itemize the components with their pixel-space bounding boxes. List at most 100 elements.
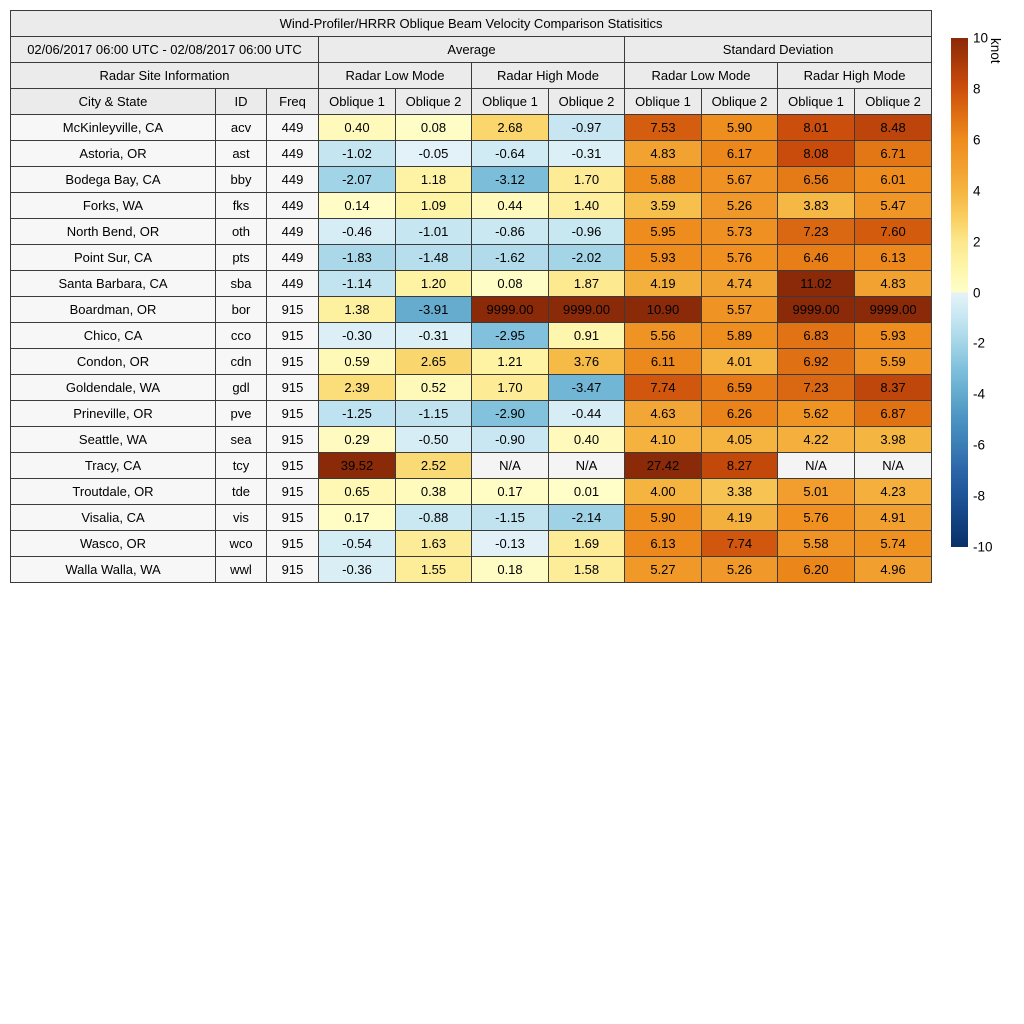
- value-cell: 8.37: [853, 374, 933, 401]
- value-cell: -2.02: [548, 244, 625, 271]
- table-row: Wasco, OR wco 915 -0.54 1.63 -0.13 1.69 6.13 7.7…: [10, 530, 933, 557]
- value-cell: 5.62: [777, 400, 855, 427]
- value-cell: 4.00: [624, 478, 702, 505]
- value-cell: 9999.00: [471, 296, 549, 323]
- value-cell: 6.26: [701, 400, 778, 427]
- colorbar-tick-label: -8: [973, 488, 986, 504]
- value-cell: -1.15: [471, 504, 549, 531]
- value-cell: 5.93: [624, 244, 702, 271]
- table-row: Prineville, OR pve 915 -1.25 -1.15 -2.90 -0.44…: [10, 400, 933, 427]
- mode-header-avg-high: Radar High Mode: [471, 62, 625, 89]
- freq-cell: 915: [266, 504, 319, 531]
- value-cell: 1.70: [471, 374, 549, 401]
- table-row: Troutdale, OR tde 915 0.65 0.38 0.17 0.01 4.00 3…: [10, 478, 933, 505]
- value-cell: 1.18: [395, 166, 472, 193]
- value-cell: 5.93: [853, 322, 933, 349]
- id-cell: bor: [215, 296, 267, 323]
- id-cell: tcy: [215, 452, 267, 479]
- value-cell: 5.73: [701, 218, 778, 245]
- freq-cell: 449: [266, 140, 319, 167]
- colorbar-gradient: [951, 38, 968, 547]
- mode-header-std-high: Radar High Mode: [776, 62, 933, 89]
- table-row: Chico, CA cco 915 -0.30 -0.31 -2.95 0.91 5.56 5.…: [10, 322, 933, 349]
- freq-cell: 915: [266, 348, 319, 375]
- value-cell: 0.17: [471, 478, 549, 505]
- value-cell: 5.95: [624, 218, 702, 245]
- value-cell: N/A: [471, 452, 549, 479]
- value-cell: -1.83: [318, 244, 396, 271]
- city-cell: McKinleyville, CA: [10, 114, 216, 141]
- value-cell: -1.48: [395, 244, 472, 271]
- value-cell: 8.01: [777, 114, 855, 141]
- value-cell: 3.76: [548, 348, 625, 375]
- value-cell: 2.68: [471, 114, 549, 141]
- value-cell: -1.62: [471, 244, 549, 271]
- value-cell: 7.53: [624, 114, 702, 141]
- mode-header-std-low: Radar Low Mode: [624, 62, 778, 89]
- value-cell: 4.01: [701, 348, 778, 375]
- value-cell: 8.08: [777, 140, 855, 167]
- freq-cell: 915: [266, 374, 319, 401]
- colorbar-axis-label: knot: [988, 38, 1003, 64]
- value-cell: 8.48: [853, 114, 933, 141]
- value-cell: 5.74: [853, 530, 933, 557]
- value-cell: 11.02: [777, 270, 855, 297]
- value-cell: 6.56: [777, 166, 855, 193]
- table-row: Visalia, CA vis 915 0.17 -0.88 -1.15 -2.14 5.90…: [10, 504, 933, 531]
- table-header: Wind-Profiler/HRRR Oblique Beam Velocity…: [9, 10, 933, 115]
- value-cell: 4.74: [701, 270, 778, 297]
- table-row: Tracy, CA tcy 915 39.52 2.52 N/A N/A 27.42 8.27 N…: [10, 452, 933, 479]
- value-cell: 5.89: [701, 322, 778, 349]
- mode-header-row: Radar Site Information Radar Low Mode Ra…: [10, 62, 933, 89]
- value-cell: 5.27: [624, 556, 702, 583]
- value-cell: 7.23: [777, 374, 855, 401]
- city-cell: Chico, CA: [10, 322, 216, 349]
- table-row: Point Sur, CA pts 449 -1.83 -1.48 -1.62 -2.02 5…: [10, 244, 933, 271]
- freq-cell: 915: [266, 296, 319, 323]
- freq-cell: 449: [266, 218, 319, 245]
- value-cell: -2.07: [318, 166, 396, 193]
- value-cell: 0.52: [395, 374, 472, 401]
- freq-cell: 449: [266, 270, 319, 297]
- value-cell: 3.83: [777, 192, 855, 219]
- value-cell: 1.69: [548, 530, 625, 557]
- freq-cell: 449: [266, 166, 319, 193]
- value-cell: 5.88: [624, 166, 702, 193]
- value-cell: 4.19: [701, 504, 778, 531]
- freq-cell: 449: [266, 114, 319, 141]
- colorbar-tick-label: -10: [973, 539, 993, 555]
- value-cell: 3.59: [624, 192, 702, 219]
- value-cell: 5.26: [701, 556, 778, 583]
- value-cell: 6.13: [853, 244, 933, 271]
- colorbar-tick-label: 10: [973, 30, 989, 46]
- col-header-oblique1: Oblique 1: [318, 88, 396, 115]
- id-cell: vis: [215, 504, 267, 531]
- freq-cell: 915: [266, 322, 319, 349]
- value-cell: 6.11: [624, 348, 702, 375]
- col-header-oblique1: Oblique 1: [777, 88, 855, 115]
- city-cell: Tracy, CA: [10, 452, 216, 479]
- freq-cell: 915: [266, 400, 319, 427]
- value-cell: -0.13: [471, 530, 549, 557]
- value-cell: -0.86: [471, 218, 549, 245]
- value-cell: N/A: [777, 452, 855, 479]
- value-cell: -3.91: [395, 296, 472, 323]
- value-cell: 6.83: [777, 322, 855, 349]
- col-header-oblique2: Oblique 2: [701, 88, 778, 115]
- colorbar-tick-label: -6: [973, 437, 986, 453]
- table-row: Walla Walla, WA wwl 915 -0.36 1.55 0.18 1.58 5.…: [10, 556, 933, 583]
- value-cell: -0.05: [395, 140, 472, 167]
- value-cell: 1.63: [395, 530, 472, 557]
- value-cell: -1.01: [395, 218, 472, 245]
- id-cell: cco: [215, 322, 267, 349]
- freq-cell: 915: [266, 426, 319, 453]
- colorbar-tick-label: 4: [973, 182, 981, 198]
- col-header-oblique2: Oblique 2: [548, 88, 625, 115]
- value-cell: -1.15: [395, 400, 472, 427]
- colorbar-tick-label: 0: [973, 284, 981, 300]
- city-cell: Goldendale, WA: [10, 374, 216, 401]
- city-cell: Point Sur, CA: [10, 244, 216, 271]
- value-cell: 0.40: [548, 426, 625, 453]
- value-cell: 2.65: [395, 348, 472, 375]
- table-row: Seattle, WA sea 915 0.29 -0.50 -0.90 0.40 4.10 4…: [10, 426, 933, 453]
